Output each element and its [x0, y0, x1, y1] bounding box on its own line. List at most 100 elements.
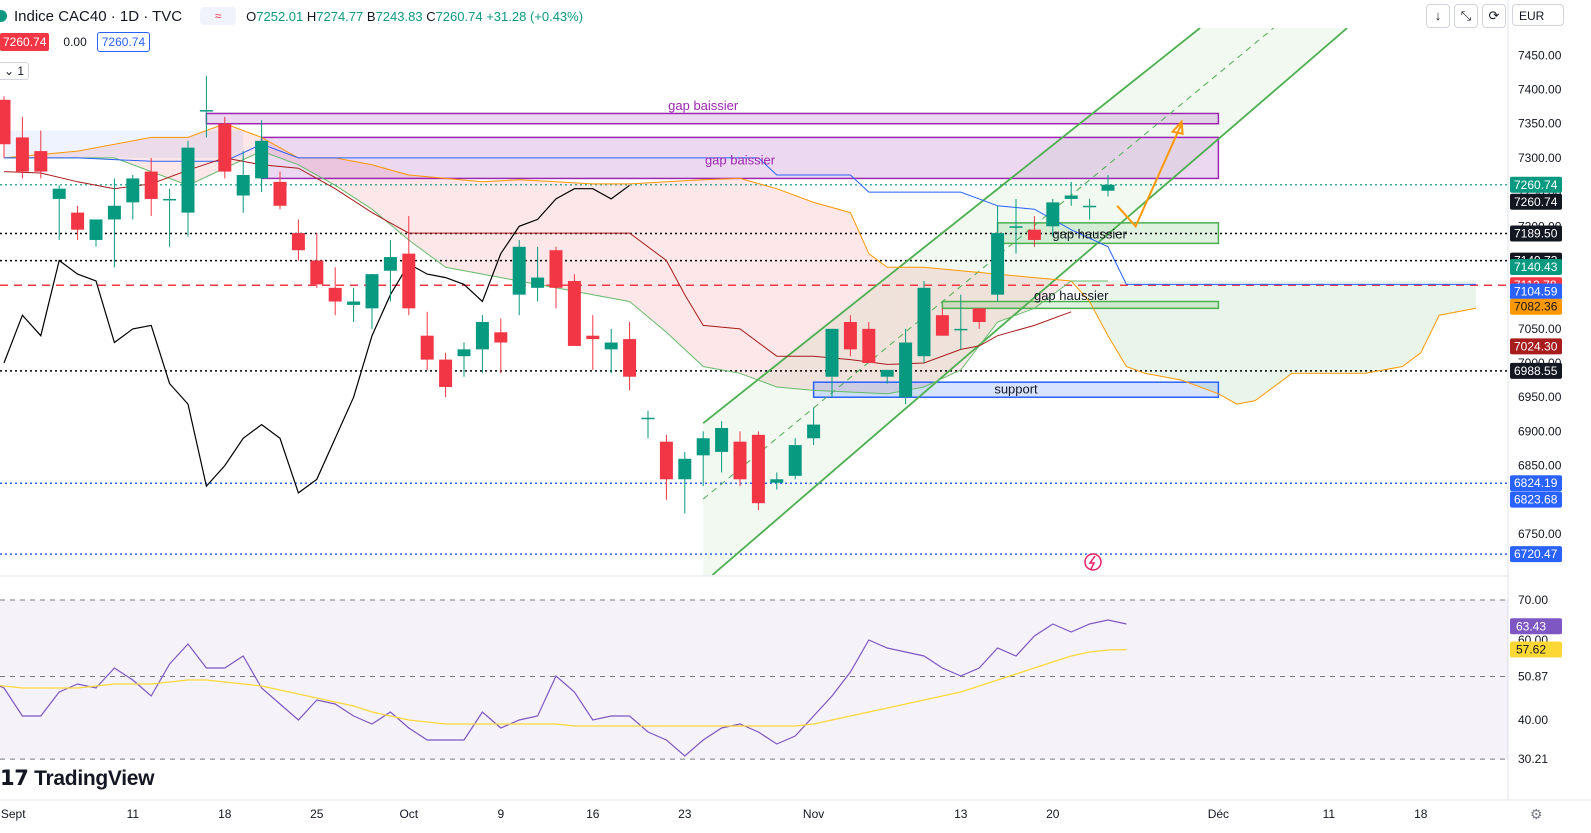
rsi-label-0: 63.43	[1510, 618, 1562, 635]
price-label-4: 7140.43	[1510, 259, 1562, 276]
compare-icon[interactable]: ≈	[200, 7, 237, 25]
candle-27	[494, 318, 508, 374]
price-label-text: 6824.19	[1514, 476, 1558, 490]
lagging-line	[3, 184, 630, 494]
chart-toolbar: ↓ ⤡ ⟳	[1426, 4, 1506, 28]
x-tick-label-12: 11	[1323, 807, 1336, 821]
event-marker-icon	[1084, 553, 1102, 571]
ichimoku-cloud-segment	[1255, 281, 1265, 401]
rsi-label-text: 57.62	[1516, 643, 1546, 657]
candle-body	[917, 287, 931, 357]
candle-body	[641, 417, 655, 420]
trade-row: 7260.74 0.00 7260.74	[0, 32, 151, 52]
candle-3	[52, 185, 66, 240]
y-tick-label: 7300.00	[1518, 151, 1562, 165]
y-tick-label: 6850.00	[1518, 459, 1562, 473]
symbol-title[interactable]: Indice CAC40 · 1D · TVC	[14, 7, 183, 25]
y-tick-label: 6900.00	[1518, 424, 1562, 438]
currency-selector[interactable]: EUR	[1512, 4, 1564, 26]
candle-25	[457, 342, 471, 377]
ichimoku-cloud-segment	[427, 176, 437, 261]
logo-mark-icon: 𝟭𝟳	[0, 767, 29, 790]
price-label-bg	[1510, 475, 1562, 492]
candle-8	[144, 157, 158, 217]
candle-26	[475, 315, 489, 374]
ichimoku-cloud-segment	[298, 157, 308, 170]
spread-value: 0.00	[63, 35, 87, 49]
candle-body	[935, 315, 949, 336]
ichimoku-cloud-segment	[1384, 281, 1394, 370]
buy-price-button[interactable]: 7260.74	[96, 32, 151, 52]
arrow-down-icon[interactable]: ↓	[1426, 4, 1450, 28]
price-label-bg	[1510, 298, 1562, 315]
sell-price-button[interactable]: 7260.74	[0, 33, 50, 51]
candle-body	[1027, 229, 1041, 240]
ichimoku-cloud-segment	[786, 192, 796, 389]
candle-51	[935, 308, 949, 336]
price-label-text: 7140.43	[1514, 260, 1558, 274]
candle-body	[696, 438, 710, 456]
ichimoku-cloud-segment	[408, 175, 418, 247]
candle-body	[163, 198, 177, 201]
ichimoku-cloud-segment	[243, 130, 253, 160]
price-label-text: 7104.59	[1514, 285, 1558, 299]
candle-body	[843, 322, 857, 350]
candle-body	[71, 212, 85, 230]
price-label-12: 6720.47	[1510, 546, 1562, 563]
candle-body	[34, 151, 48, 172]
ichimoku-cloud-segment	[270, 142, 280, 158]
collapse-icon[interactable]: ⤡	[1454, 4, 1478, 28]
candle-4	[71, 205, 85, 240]
price-label-text: 7082.36	[1514, 300, 1558, 314]
candle-body	[494, 332, 508, 343]
ichimoku-cloud-segment	[197, 130, 207, 181]
ichimoku-cloud-segment	[381, 167, 391, 225]
candle-body	[365, 274, 379, 309]
gear-icon[interactable]: ⚙	[1530, 806, 1543, 822]
indicator-toggle[interactable]: ⌄ 1	[0, 62, 30, 80]
y-tick-label: 7050.00	[1518, 322, 1562, 336]
candle-39	[715, 421, 729, 473]
open-value: 7252.01	[256, 8, 304, 24]
price-label-bg	[1510, 225, 1562, 242]
ichimoku-cloud-segment	[1356, 281, 1366, 374]
candle-59	[1083, 198, 1097, 220]
price-label-bg	[1510, 193, 1562, 210]
ichimoku-cloud-segment	[1448, 281, 1458, 314]
candle-body	[107, 205, 121, 220]
price-label-bg	[1510, 338, 1562, 355]
ichimoku-cloud-segment	[528, 180, 538, 285]
rsi-tick-label: 30.21	[1518, 752, 1548, 766]
ichimoku-cloud-segment	[1126, 281, 1136, 370]
y-tick-label: 6950.00	[1518, 390, 1562, 404]
ichimoku-cloud-segment	[629, 183, 639, 310]
ichimoku-cloud-segment	[758, 183, 768, 384]
candle-7	[126, 175, 140, 220]
zone-label-4: support	[994, 382, 1038, 397]
candle-37	[678, 451, 692, 514]
ichimoku-cloud-segment	[77, 149, 87, 158]
candle-48	[880, 369, 894, 384]
candle-body	[0, 99, 11, 145]
ichimoku-cloud-segment	[740, 178, 750, 377]
candle-2	[34, 130, 48, 179]
candle-body	[126, 178, 140, 203]
candle-58	[1064, 181, 1078, 206]
candle-5	[89, 219, 103, 247]
ichimoku-cloud-segment	[730, 178, 740, 374]
ichimoku-cloud-segment	[951, 269, 961, 375]
candle-body	[255, 140, 269, 179]
ichimoku-cloud-segment	[1310, 281, 1320, 374]
indicator-count: 1	[17, 64, 25, 78]
candle-42	[770, 472, 784, 490]
x-tick-label-5: 9	[497, 807, 504, 821]
candle-38	[696, 431, 710, 487]
candle-body	[807, 424, 821, 439]
ichimoku-cloud-segment	[694, 179, 704, 367]
refresh-icon[interactable]: ⟳	[1482, 4, 1506, 28]
ichimoku-cloud-segment	[675, 180, 685, 350]
ichimoku-cloud-segment	[1144, 281, 1154, 375]
candle-body	[972, 308, 986, 323]
x-tick-label-2: 18	[218, 807, 232, 821]
